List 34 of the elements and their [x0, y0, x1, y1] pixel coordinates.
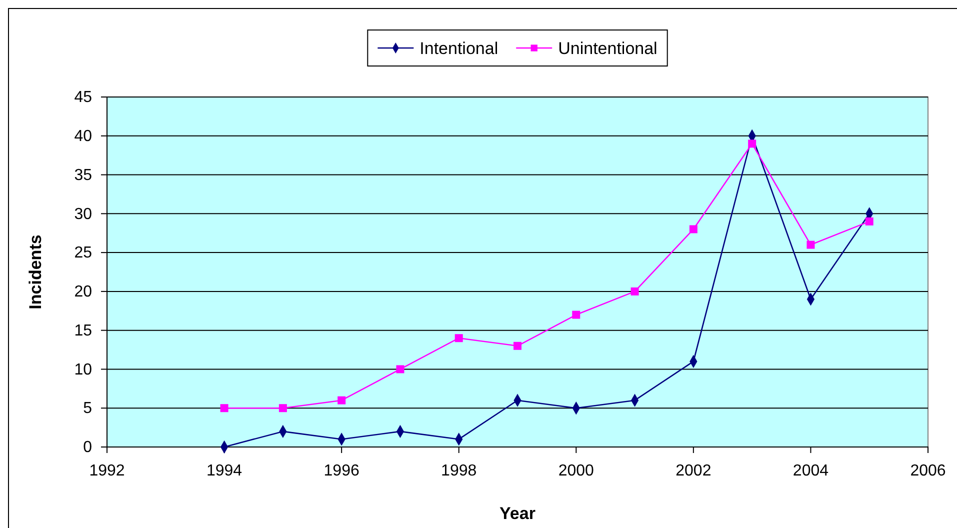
- point: [806, 240, 815, 249]
- x-tick-label: 1992: [89, 462, 125, 480]
- point: [748, 140, 756, 148]
- x-tick-label: 2000: [558, 462, 594, 480]
- point: [689, 225, 698, 234]
- y-tick-label: 35: [74, 166, 92, 184]
- x-tick-label: 2004: [792, 462, 829, 480]
- x-tick-label: 2006: [910, 462, 946, 480]
- point: [396, 365, 404, 374]
- point: [572, 310, 580, 319]
- x-tick-label: 2002: [676, 462, 712, 480]
- y-tick-label: 0: [83, 439, 92, 456]
- x-tick-label: 1998: [441, 462, 477, 480]
- legend-label: Unintentional: [558, 39, 658, 58]
- x-axis-title: Year: [500, 504, 536, 523]
- y-tick-label: 40: [74, 128, 92, 146]
- y-tick-label: 15: [74, 322, 92, 340]
- point: [514, 342, 522, 350]
- y-axis-title: Incidents: [26, 234, 45, 310]
- point: [278, 404, 287, 412]
- x-tick-label: 1996: [324, 462, 360, 480]
- point: [865, 217, 874, 226]
- point: [454, 334, 463, 342]
- y-tick-label: 20: [74, 284, 92, 301]
- x-tick-label: 1994: [206, 462, 242, 480]
- y-tick-label: 5: [83, 400, 92, 418]
- y-tick-label: 25: [74, 244, 92, 262]
- legend-label: Intentional: [420, 39, 498, 58]
- y-tick-label: 45: [74, 89, 92, 106]
- y-tick-label: 10: [74, 361, 92, 378]
- point: [630, 287, 639, 296]
- y-tick-label: 30: [74, 206, 92, 223]
- point: [338, 396, 346, 404]
- point: [220, 404, 228, 412]
